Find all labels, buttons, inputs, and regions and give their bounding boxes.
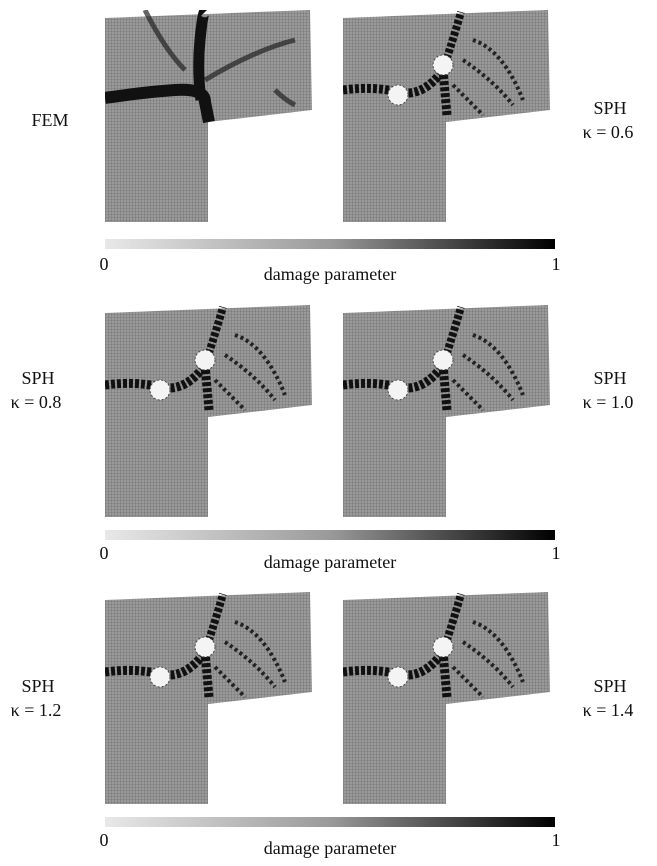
method-label: FEM — [31, 110, 68, 130]
kappa-label: κ = 1.2 — [11, 700, 62, 720]
method-label: SPH — [593, 368, 626, 388]
colorbar-min: 0 — [100, 543, 109, 563]
kappa-label: κ = 1.4 — [583, 700, 634, 720]
method-label: SPH — [593, 98, 626, 118]
method-label: SPH — [593, 676, 626, 696]
figure: FEM SPH κ = 0.6 0 1 damage parameter SPH… — [0, 0, 657, 861]
colorbar — [105, 530, 555, 540]
colorbar-max: 1 — [552, 543, 561, 563]
kappa-label: κ = 1.0 — [583, 392, 634, 412]
colorbar — [105, 239, 555, 249]
kappa-label: κ = 0.6 — [583, 122, 634, 142]
colorbar-label: damage parameter — [264, 552, 396, 572]
sph-panel — [105, 305, 312, 517]
sph-panel — [105, 592, 312, 804]
sph-panel — [343, 305, 550, 517]
sph-panel — [343, 10, 550, 222]
method-label: SPH — [21, 368, 54, 388]
colorbar-label: damage parameter — [264, 264, 396, 284]
colorbar-min: 0 — [100, 254, 109, 274]
colorbar-max: 1 — [552, 254, 561, 274]
kappa-label: κ = 0.8 — [11, 392, 62, 412]
colorbar — [105, 817, 555, 827]
colorbar-max: 1 — [552, 830, 561, 850]
colorbar-min: 0 — [100, 830, 109, 850]
fem-panel — [105, 10, 312, 222]
sph-panel — [343, 592, 550, 804]
colorbar-label: damage parameter — [264, 838, 396, 858]
method-label: SPH — [21, 676, 54, 696]
